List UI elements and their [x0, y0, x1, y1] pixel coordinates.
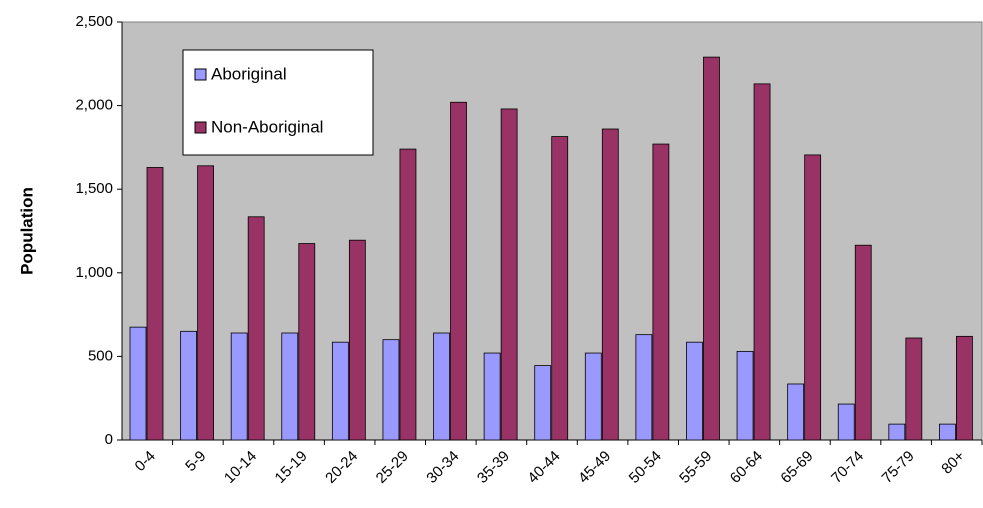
y-tick-label: 2,500 — [75, 13, 113, 30]
x-tick-label: 30-34 — [423, 448, 462, 487]
bar — [888, 423, 906, 441]
bar — [197, 165, 214, 441]
x-tick-label: 50-54 — [626, 448, 665, 487]
bar — [399, 148, 417, 441]
bar — [804, 154, 822, 441]
x-tick-label: 45-49 — [575, 448, 614, 487]
bar — [331, 341, 349, 441]
bar — [450, 101, 467, 441]
y-tick-label: 1,000 — [75, 264, 113, 281]
x-tick-label: 70-74 — [828, 448, 867, 487]
bar — [652, 143, 670, 441]
bar — [753, 83, 771, 441]
bar — [584, 352, 602, 441]
y-tick-label: 0 — [105, 431, 113, 448]
bar — [939, 423, 956, 441]
bar — [905, 337, 923, 441]
x-tick-label: 40-44 — [524, 448, 563, 487]
x-tick-label: 5-9 — [182, 448, 209, 475]
legend-box — [182, 49, 374, 156]
x-tick-label: 0-4 — [132, 448, 159, 475]
legend-label: Aboriginal — [211, 64, 287, 83]
legend-swatch — [194, 68, 207, 81]
bar — [281, 332, 299, 441]
y-axis-title: Population — [17, 187, 36, 275]
bar — [854, 244, 872, 441]
bar — [551, 136, 569, 441]
bar — [534, 365, 552, 441]
x-tick-label: 10-14 — [221, 448, 260, 487]
bar — [956, 335, 973, 441]
bar — [348, 239, 366, 441]
bar — [500, 108, 518, 441]
x-tick-label: 35-39 — [474, 448, 513, 487]
bar — [483, 352, 501, 441]
x-tick-label: 15-19 — [272, 448, 311, 487]
bar — [230, 332, 248, 441]
y-tick-label: 1,500 — [75, 180, 113, 197]
bar — [298, 243, 316, 441]
bar — [382, 339, 400, 441]
bar — [635, 334, 653, 441]
bar — [129, 326, 147, 441]
bar — [736, 350, 754, 441]
x-tick-label: 60-64 — [727, 448, 766, 487]
y-tick-label: 500 — [88, 347, 113, 364]
bar — [247, 216, 265, 441]
legend-swatch — [194, 121, 207, 134]
x-tick-label: 65-69 — [777, 448, 816, 487]
legend-label: Non-Aboriginal — [211, 117, 323, 136]
y-tick-label: 2,000 — [75, 97, 113, 114]
bar — [787, 383, 805, 441]
x-tick-label: 80+ — [938, 447, 968, 477]
bar — [703, 56, 720, 441]
x-tick-label: 55-59 — [676, 448, 715, 487]
x-tick-label: 25-29 — [373, 448, 412, 487]
bar — [180, 330, 197, 441]
bar — [601, 128, 619, 441]
bar — [686, 341, 703, 441]
bar — [433, 332, 450, 441]
bar — [146, 167, 164, 441]
x-tick-label: 20-24 — [322, 448, 361, 487]
bar — [837, 403, 855, 441]
x-tick-label: 75-79 — [879, 448, 918, 487]
